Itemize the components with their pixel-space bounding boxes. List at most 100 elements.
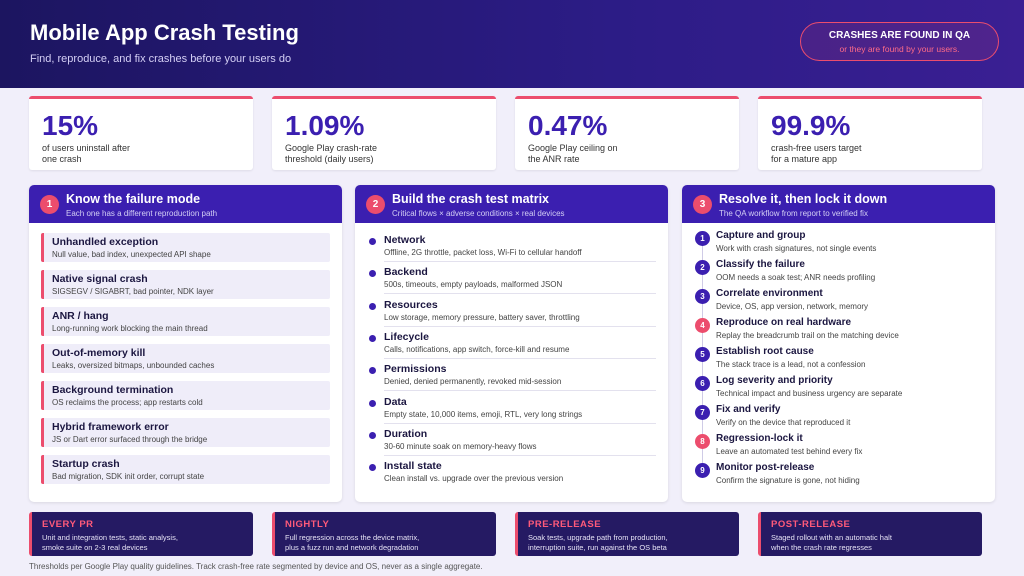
step-desc: Technical impact and business urgency ar… [716,389,903,398]
step-desc: Verify on the device that reproduced it [716,418,851,427]
separator [384,390,656,392]
panel-number: 3 [693,195,712,214]
stat-card: 15% of users uninstall after one crash [29,96,253,170]
stat-label: threshold (daily users) [285,154,374,164]
item-desc: Bad migration, SDK init order, corrupt s… [52,472,205,481]
item-desc: JS or Dart error surfaced through the br… [52,435,208,444]
step-connector [702,361,703,390]
failure-item: Out-of-memory kill Leaks, oversized bitma… [41,344,330,373]
item-title: Network [384,234,426,246]
step-number: 9 [695,463,710,478]
step-number: 6 [695,376,710,391]
panel-subtitle: Each one has a different reproduction pa… [66,209,218,218]
stat-card: 99.9% crash-free users target for a mature… [758,96,982,170]
item-desc: Leaks, oversized bitmaps, unbounded cach… [52,361,215,370]
step-title: Capture and group [716,230,806,241]
callout-title: CRASHES ARE FOUND IN QA [828,30,971,41]
step-title: Monitor post-release [716,462,815,473]
stat-card: 1.09% Google Play crash-rate threshold (da… [272,96,496,170]
failure-item: ANR / hang Long-running work blocking the… [41,307,330,336]
step-number: 1 [695,231,710,246]
item-title: Resources [384,298,438,311]
stage-desc: Staged rollout with an automatic halt [771,533,892,542]
step-title: Fix and verify [716,404,781,415]
stage-desc: Unit and integration tests, static analy… [42,533,178,542]
item-desc: 30-60 minute soak on memory-heavy flows [384,441,537,451]
stage-desc: interruption suite, run against the OS b… [528,543,667,552]
step-title: Correlate environment [716,288,823,299]
stat-label: Google Play crash-rate [285,143,378,153]
stage-desc: when the crash rate regresses [771,543,872,552]
bullet [369,334,376,342]
item-title: Lifecycle [384,330,429,343]
step-connector [702,274,703,303]
step-connector [702,448,703,477]
stat-label: crash-free users target [771,143,862,153]
panel-header: 1 Know the failure mode Each one has a dif… [29,185,342,223]
step-desc: Confirm the signature is gone, not hidin… [716,476,860,485]
separator [384,454,656,456]
item-desc: Long-running work blocking the main thre… [52,324,208,333]
bullet [369,270,376,278]
stage-title: PRE-RELEASE [528,519,602,530]
stat-label: the ANR rate [528,154,580,164]
item-desc: Denied, denied permanently, revoked mid-… [384,377,562,387]
stat-value: 0.47% [528,110,608,141]
bullet [369,238,376,245]
item-title: Unhandled exception [52,236,159,248]
separator [384,261,656,262]
separator [384,325,656,327]
step-desc: Work with crash signatures, not single e… [716,244,877,253]
item-desc: SIGSEGV / SIGABRT, bad pointer, NDK laye… [52,287,214,296]
bullet [369,464,376,472]
stat-label: one crash [42,154,82,164]
step-connector [702,245,703,274]
step-desc: Device, OS, app version, network, memory [716,302,869,311]
step-number: 2 [695,260,710,275]
failure-item: Startup crash Bad migration, SDK init ord… [41,455,330,484]
panel-header: 3 Resolve it, then lock it down The QA wor… [682,185,995,223]
step-desc: The stack trace is a lead, not a confess… [716,360,866,369]
step-title: Log severity and priority [716,375,833,386]
item-title: Hybrid framework error [52,421,169,433]
failure-item: Hybrid framework error JS or Dart error s… [41,418,330,447]
step-title: Reproduce on real hardware [716,317,852,328]
item-desc: Null value, bad index, unexpected API sh… [52,250,211,259]
panel-subtitle: The QA workflow from report to verified … [719,209,868,218]
failure-item: Unhandled exception Null value, bad index… [41,233,330,262]
stat-label: Google Play ceiling on [528,143,618,153]
step-desc: Leave an automated test behind every fix [716,447,863,456]
panel: 1 Know the failure mode Each one has a dif… [29,185,342,502]
stage-desc: Soak tests, upgrade path from production… [528,533,668,542]
failure-item: Background termination OS reclaims the pr… [41,381,330,410]
item-title: Out-of-memory kill [52,347,146,359]
step-title: Classify the failure [716,259,805,270]
stat-value: 1.09% [285,110,365,141]
panel-title: Build the crash test matrix [392,192,549,206]
separator [384,422,656,424]
step-connector [702,332,703,361]
stage-title: NIGHTLY [285,519,330,530]
item-desc: OS reclaims the process; app restarts co… [52,398,203,407]
stage-card: EVERY PR Unit and integration tests, stat… [29,512,253,556]
step-desc: OOM needs a soak test; ANR needs profili… [716,273,876,282]
item-desc: 500s, timeouts, empty payloads, malforme… [384,280,563,290]
stage-desc: Full regression across the device matrix… [285,533,420,542]
step-connector [702,303,703,332]
stage-title: POST-RELEASE [771,519,851,530]
stat-label: for a mature app [771,154,838,164]
step-number: 4 [695,318,710,333]
stat-value: 99.9% [771,110,851,141]
panel: 3 Resolve it, then lock it down The QA wor… [682,185,995,502]
step-number: 3 [695,289,710,304]
header: Mobile App Crash Testing Find, reproduce,… [0,0,1024,88]
stat-value: 15% [42,110,99,141]
stage-title: EVERY PR [42,519,94,530]
step-title: Regression-lock it [716,433,803,444]
step-title: Establish root cause [716,346,814,357]
item-desc: Offline, 2G throttle, packet loss, Wi-Fi… [384,248,582,257]
panel-title: Know the failure mode [66,192,201,206]
step-connector [702,390,703,419]
item-desc: Low storage, memory pressure, battery sa… [384,312,580,322]
